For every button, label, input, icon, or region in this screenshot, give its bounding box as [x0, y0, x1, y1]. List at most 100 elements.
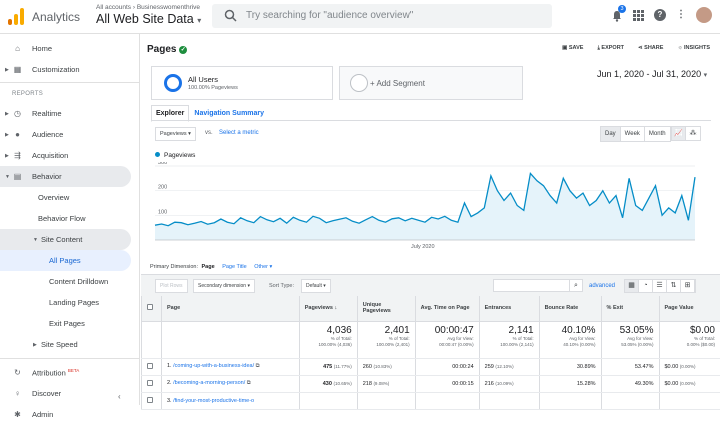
row-checkbox[interactable]: [147, 363, 153, 369]
sidebar-item-acquisition[interactable]: ▶⇶Acquisition: [0, 145, 139, 166]
export-button[interactable]: ⤓ EXPORT: [597, 45, 624, 52]
plot-rows-button[interactable]: Plot Rows: [155, 279, 188, 293]
search-placeholder: Try searching for "audience overview": [246, 10, 413, 21]
col-header-page[interactable]: Page: [161, 296, 299, 321]
y-tick-label: 100: [158, 209, 167, 215]
sidebar-item-all-pages[interactable]: All Pages: [0, 250, 131, 271]
x-axis-label: July 2020: [411, 244, 435, 250]
apps-grid-icon[interactable]: [633, 10, 644, 21]
col-header-bounce-rate[interactable]: Bounce Rate: [539, 296, 601, 321]
add-segment-button[interactable]: + Add Segment: [339, 66, 523, 100]
behavior-icon: ▤: [13, 172, 22, 181]
sidebar-item-behavior-flow[interactable]: Behavior Flow: [0, 208, 139, 229]
row-checkbox[interactable]: [147, 380, 153, 386]
performance-view-icon[interactable]: ☰: [653, 280, 667, 292]
top-bar: Analytics All accounts › Businesswomenth…: [0, 0, 720, 34]
search-bar[interactable]: Try searching for "audience overview": [212, 4, 552, 28]
notification-badge: 3: [618, 5, 626, 13]
open-link-icon[interactable]: ⧉: [247, 380, 251, 386]
chevron-right-icon: ▶: [5, 132, 9, 138]
select-metric-link[interactable]: Select a metric: [219, 130, 259, 136]
col-header-pageviews[interactable]: Pageviews ↓: [299, 296, 357, 321]
sidebar-item-landing-pages[interactable]: Landing Pages: [0, 292, 139, 313]
sidebar-item-realtime[interactable]: ▶◷Realtime: [0, 103, 139, 124]
segment-all-users[interactable]: All Users 100.00% Pageviews: [151, 66, 333, 100]
more-vert-icon[interactable]: ⋮: [676, 10, 686, 20]
save-button[interactable]: ▣ SAVE: [562, 45, 583, 52]
page-link[interactable]: /find-your-most-productive-time-o: [173, 398, 254, 404]
account-selector[interactable]: All accounts › Businesswomenthrive All W…: [96, 4, 201, 26]
data-view-icon[interactable]: ▦: [625, 280, 639, 292]
open-link-icon[interactable]: ⧉: [256, 363, 260, 369]
chart-type-toggle: 📈 ⁂: [671, 126, 701, 141]
pivot-view-icon[interactable]: ⊞: [681, 280, 695, 292]
chevron-down-icon: ▼: [5, 174, 10, 180]
save-icon: ▣: [562, 45, 567, 51]
analytics-logo[interactable]: [8, 8, 24, 25]
sidebar-item-customization[interactable]: ▶▦Customization: [0, 59, 139, 80]
dim-other[interactable]: Other ▾: [254, 264, 272, 270]
sidebar-item-behavior[interactable]: ▼▤Behavior: [0, 166, 131, 187]
dim-page[interactable]: Page: [202, 264, 215, 270]
share-button[interactable]: ⋖ SHARE: [638, 45, 663, 52]
chart-legend: Pageviews: [155, 152, 195, 159]
verified-shield-icon: ✓: [179, 46, 187, 54]
table-search-button[interactable]: ⌕: [569, 279, 583, 292]
pie-view-icon[interactable]: ◔: [639, 280, 653, 292]
dim-page-title[interactable]: Page Title: [222, 264, 246, 270]
motion-chart-icon[interactable]: ⁂: [686, 127, 700, 140]
account-breadcrumb: All accounts › Businesswomenthrive: [96, 4, 201, 11]
advanced-link[interactable]: advanced: [589, 283, 615, 289]
page-link[interactable]: /becoming-a-morning-person/: [173, 380, 245, 386]
help-icon[interactable]: ?: [654, 9, 666, 21]
collapse-sidebar-icon[interactable]: ‹: [118, 392, 121, 401]
clock-icon: ◷: [13, 109, 22, 118]
col-header-exit[interactable]: % Exit: [601, 296, 659, 321]
sidebar: ⌂Home ▶▦Customization REPORTS ▶◷Realtime…: [0, 34, 140, 405]
sidebar-item-overview[interactable]: Overview: [0, 187, 139, 208]
day-button[interactable]: Day: [601, 127, 621, 141]
sidebar-item-content-drilldown[interactable]: Content Drilldown: [0, 271, 139, 292]
sidebar-item-exit-pages[interactable]: Exit Pages: [0, 313, 139, 334]
line-chart-icon[interactable]: 📈: [672, 127, 686, 140]
y-tick-label: 300: [158, 162, 167, 166]
week-button[interactable]: Week: [621, 127, 645, 141]
sidebar-item-audience[interactable]: ▶●Audience: [0, 124, 139, 145]
table-row: 1. /coming-up-with-a-business-idea/ ⧉ 47…: [142, 358, 720, 375]
table-row: 3. /find-your-most-productive-time-o: [142, 392, 720, 409]
sidebar-item-attribution[interactable]: ↻Attribution BETA: [0, 362, 139, 383]
sidebar-item-site-speed[interactable]: ▶Site Speed: [0, 334, 139, 355]
notifications-icon[interactable]: 3: [611, 9, 623, 21]
search-icon: [224, 9, 237, 22]
col-header-avg-time[interactable]: Avg. Time on Page: [415, 296, 479, 321]
month-button[interactable]: Month: [645, 127, 670, 141]
property-name: All Web Site Data: [96, 12, 194, 26]
avatar[interactable]: [696, 7, 712, 23]
date-range-picker[interactable]: Jun 1, 2020 - Jul 31, 2020 ▾: [597, 69, 707, 79]
col-header-page-value[interactable]: Page Value: [659, 296, 720, 321]
col-header-unique-pageviews[interactable]: Unique Pageviews: [357, 296, 415, 321]
home-icon: ⌂: [13, 44, 22, 53]
empty-segment-icon: [350, 74, 368, 92]
attribution-icon: ↻: [13, 368, 22, 377]
col-header-entrances[interactable]: Entrances: [479, 296, 539, 321]
series-area: [155, 173, 695, 240]
row-checkbox[interactable]: [147, 397, 153, 403]
secondary-dimension-select[interactable]: Secondary dimension ▾: [193, 279, 255, 293]
chevron-down-icon: ▾: [197, 16, 201, 25]
sidebar-item-admin[interactable]: ✱Admin: [0, 404, 139, 425]
sidebar-item-home[interactable]: ⌂Home: [0, 38, 139, 59]
page-link[interactable]: /coming-up-with-a-business-idea/: [173, 363, 254, 369]
metric-selector[interactable]: Pageviews ▾: [155, 127, 196, 141]
sidebar-item-site-content[interactable]: ▼Site Content: [0, 229, 131, 250]
select-all-checkbox[interactable]: [147, 304, 153, 310]
insights-button[interactable]: ☼ INSIGHTS: [677, 45, 710, 52]
sort-desc-icon: ↓: [334, 305, 337, 311]
insights-icon: ☼: [677, 45, 682, 51]
sort-type-select[interactable]: Default ▾: [301, 279, 331, 293]
primary-dimension-bar: Primary Dimension: Page Page Title Other…: [150, 264, 272, 270]
table-view-toggle: ▦ ◔ ☰ ⇅ ⊞: [624, 279, 696, 293]
comparison-view-icon[interactable]: ⇅: [667, 280, 681, 292]
chevron-right-icon: ▶: [33, 342, 37, 348]
segment-circle-icon: [164, 74, 182, 92]
